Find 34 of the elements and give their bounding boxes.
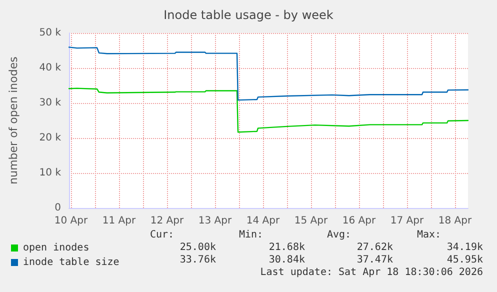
line-series [68,88,469,133]
text: Min: [239,230,264,240]
text: Max: [417,230,442,240]
y-tick-label: 0 [54,202,61,214]
text: Avg: [327,230,352,240]
chart-title: Inode table usage - by week [164,8,334,22]
x-tick-label: 14 Apr [246,216,280,226]
x-tick-label: 16 Apr [342,216,376,226]
x-tick-label: 18 Apr [438,216,472,226]
y-tick-label: 30 k [39,98,62,108]
text: Cur: [150,230,174,240]
legend-label: inode table size [23,257,120,268]
text: 21.68k [268,242,305,253]
y-tick-label: 40 k [39,62,62,74]
text: 30.84k [268,254,305,266]
x-tick-label: 15 Apr [294,216,328,226]
text: 37.47k [356,254,393,266]
y-tick-label: 50 k [39,28,62,38]
x-tick-label: 12 Apr [150,216,184,226]
line-series [68,46,469,101]
y-tick-label: 10 k [39,168,62,178]
x-tick-label: 13 Apr [198,216,232,226]
x-tick-label: 17 Apr [390,216,424,226]
x-tick-label: 11 Apr [102,216,136,226]
text: 33.76k [180,254,216,266]
text: 34.19k [446,242,483,253]
text: 45.95k [446,254,483,266]
text: Last update: Sat Apr 18 18:30:06 2026 [260,267,483,278]
y-tick-label: 20 k [39,132,62,144]
x-tick-label: 10 Apr [54,216,88,226]
legend-label: open inodes [23,242,90,254]
y-axis-title: number of open inodes [7,56,20,184]
text: 25.00k [180,242,216,253]
text: 27.62k [356,242,393,253]
